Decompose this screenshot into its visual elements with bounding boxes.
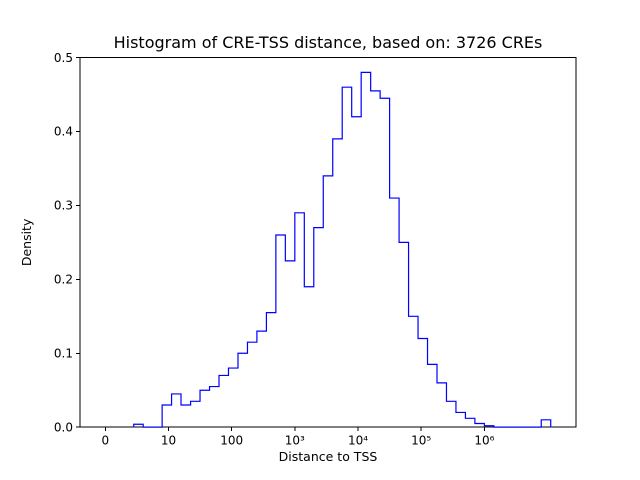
y-tick-label: 0.4 <box>54 125 73 139</box>
x-tick-label: 100 <box>220 434 243 448</box>
x-tick-label: 10⁶ <box>474 434 494 448</box>
y-tick-label: 0.1 <box>54 346 73 360</box>
y-tick-label: 0.3 <box>54 199 73 213</box>
x-tick-label: 10³ <box>285 434 305 448</box>
axes-frame <box>79 57 577 428</box>
y-tick-label: 0.2 <box>54 273 73 287</box>
y-tick-label: 0.5 <box>54 51 73 65</box>
x-axis-label: Distance to TSS <box>279 449 378 464</box>
x-tick-label: 10⁴ <box>348 434 368 448</box>
y-axis-label: Density <box>19 218 34 266</box>
y-tick-label: 0.0 <box>54 420 73 434</box>
x-tick-label: 0 <box>101 434 109 448</box>
plot-area: 0 10 100 10³ 10⁴ 10⁵ 10⁶ 0.0 0.1 0.2 0.3 0.4 0.5 <box>54 51 577 448</box>
x-tick-label: 10 <box>161 434 176 448</box>
chart-title: Histogram of CRE-TSS distance, based on:… <box>114 33 543 52</box>
x-tick-label: 10⁵ <box>411 434 431 448</box>
histogram-line <box>133 71 552 428</box>
